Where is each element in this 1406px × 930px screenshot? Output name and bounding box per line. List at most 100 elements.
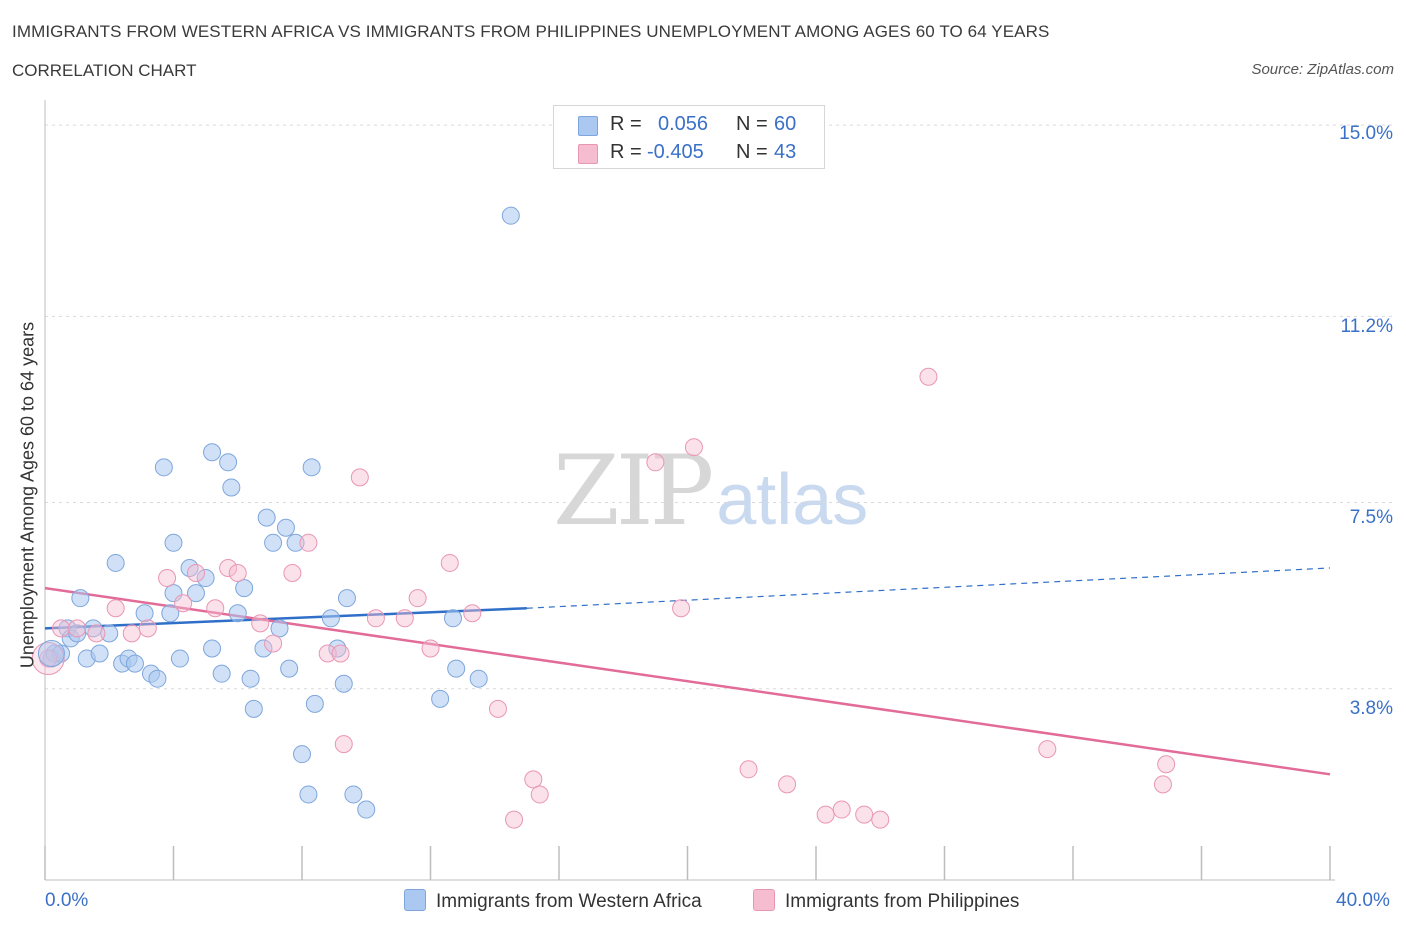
philippines-point <box>52 619 71 638</box>
legend-swatch-blue <box>578 116 598 136</box>
western-africa-point <box>161 604 180 623</box>
western-africa-point <box>344 785 363 804</box>
philippines-point <box>186 564 205 583</box>
western-africa-point <box>37 640 65 668</box>
philippines-point <box>646 453 665 472</box>
philippines-point <box>488 699 507 718</box>
philippines-point <box>264 634 283 653</box>
philippines-point <box>739 760 758 779</box>
legend-r-label: R = <box>610 141 642 163</box>
western-africa-point <box>264 533 283 552</box>
western-africa-point <box>235 579 254 598</box>
y-axis-label: Unemployment Among Ages 60 to 64 years <box>17 321 38 669</box>
western-africa-point <box>270 619 289 638</box>
western-africa-point <box>135 604 154 623</box>
western-africa-point <box>254 639 273 658</box>
western-africa-point <box>334 674 353 693</box>
western-africa-point <box>90 644 109 663</box>
philippines-point <box>1153 775 1172 794</box>
philippines-point <box>408 589 427 608</box>
x-tick-label-max: 40.0% <box>1336 890 1390 911</box>
philippines-point <box>421 639 440 658</box>
philippines-point <box>174 594 193 613</box>
philippines-point <box>219 558 238 577</box>
philippines-point <box>138 619 157 638</box>
western-africa-point <box>241 669 260 688</box>
philippines-point <box>334 735 353 754</box>
philippines-point <box>122 624 141 643</box>
western-africa-point <box>203 639 222 658</box>
philippines-point <box>684 438 703 457</box>
western-africa-point <box>299 785 318 804</box>
philippines-point <box>855 805 874 824</box>
chart-title: IMMIGRANTS FROM WESTERN AFRICA VS IMMIGR… <box>12 22 1050 41</box>
legend-item-philippines: Immigrants from Philippines <box>753 889 1019 913</box>
western-africa-point <box>125 654 144 673</box>
legend-item-western-africa: Immigrants from Western Africa <box>404 889 702 913</box>
axes <box>44 100 1335 881</box>
western-africa-point <box>164 533 183 552</box>
philippines-point <box>395 609 414 628</box>
western-africa-point <box>321 609 340 628</box>
western-africa-point <box>431 689 450 708</box>
legend-n-label: N = <box>736 141 768 163</box>
western-africa-point <box>100 624 119 643</box>
western-africa-trend-extension <box>526 567 1331 609</box>
western-africa-point <box>212 664 231 683</box>
philippines-point <box>206 599 225 618</box>
philippines-point <box>366 609 385 628</box>
western-africa-point <box>106 553 125 572</box>
trend-lines <box>44 567 1331 776</box>
philippines-point <box>31 642 65 676</box>
y-tick-label: 7.5% <box>1349 507 1393 528</box>
philippines-point <box>350 468 369 487</box>
legend-swatch-blue <box>404 889 426 911</box>
philippines-point <box>672 599 691 618</box>
y-tick-label: 3.8% <box>1349 698 1393 719</box>
western-africa-point <box>244 699 263 718</box>
western-africa-point <box>302 458 321 477</box>
western-africa-point <box>501 206 520 225</box>
western-africa-point <box>219 453 238 472</box>
western-africa-point <box>164 584 183 603</box>
philippines-point <box>832 800 851 819</box>
y-tick-label: 15.0% <box>1339 123 1393 144</box>
western-africa-point <box>447 659 466 678</box>
watermark: ZIPatlas <box>553 435 868 547</box>
legend-label-western-africa: Immigrants from Western Africa <box>436 891 702 912</box>
legend-n-value: 43 <box>774 141 797 163</box>
watermark-atlas: atlas <box>716 460 869 540</box>
legend-r-label: R = <box>610 113 642 135</box>
philippines-point <box>919 367 938 386</box>
philippines-point <box>871 810 890 829</box>
philippines-point <box>299 533 318 552</box>
philippines-point <box>463 604 482 623</box>
western-africa-point <box>228 604 247 623</box>
western-africa-point <box>357 800 376 819</box>
legend-r-value: 0.056 <box>658 113 709 135</box>
philippines-point <box>228 564 247 583</box>
philippines-point <box>283 564 302 583</box>
philippines-trend-line <box>44 586 1331 776</box>
philippines-point <box>331 644 350 663</box>
western-africa-point <box>170 649 189 668</box>
philippines-point <box>158 569 177 588</box>
western-africa-point <box>222 478 241 497</box>
philippines-point <box>778 775 797 794</box>
source-label: Source: ZipAtlas.com <box>1251 61 1394 78</box>
philippines-point <box>1157 755 1176 774</box>
x-tick-label-min: 0.0% <box>45 890 89 911</box>
y-tick-label: 11.2% <box>1340 316 1393 337</box>
western-africa-point <box>286 533 305 552</box>
philippines-point <box>505 810 524 829</box>
philippines-point <box>87 624 106 643</box>
legend-swatch-pink <box>578 144 598 164</box>
legend-n-label: N = <box>736 113 768 135</box>
western-africa-point <box>71 589 90 608</box>
western-africa-point <box>337 589 356 608</box>
western-africa-point <box>276 518 295 537</box>
western-africa-point <box>280 659 299 678</box>
philippines-point <box>251 614 270 633</box>
western-africa-point <box>469 669 488 688</box>
data-points <box>31 206 1176 829</box>
